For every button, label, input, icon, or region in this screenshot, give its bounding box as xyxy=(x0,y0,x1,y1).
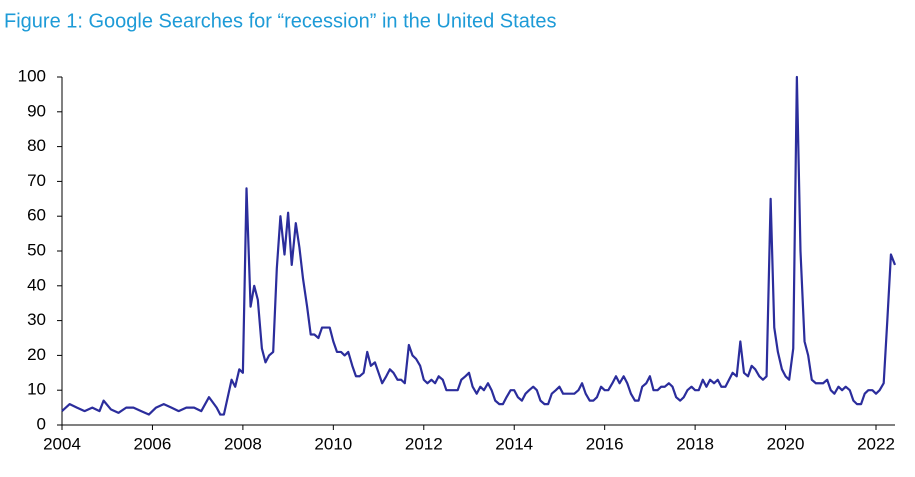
x-tick-label: 2014 xyxy=(495,434,533,453)
x-tick-label: 2012 xyxy=(405,434,443,453)
series-line xyxy=(61,75,897,416)
x-tick-label: 2010 xyxy=(314,434,352,453)
x-tick-label: 2016 xyxy=(586,434,624,453)
y-tick-label: 10 xyxy=(27,380,46,399)
y-tick-label: 40 xyxy=(27,275,46,294)
x-tick-label: 2006 xyxy=(134,434,172,453)
x-tick-label: 2008 xyxy=(224,434,262,453)
x-tick-label: 2020 xyxy=(767,434,805,453)
y-tick-label: 70 xyxy=(27,171,46,190)
y-tick-label: 100 xyxy=(18,66,46,85)
x-tick-label: 2004 xyxy=(43,434,81,453)
y-tick-label: 90 xyxy=(27,101,46,120)
y-tick-label: 60 xyxy=(27,206,46,225)
y-tick-label: 80 xyxy=(27,136,46,155)
y-tick-label: 20 xyxy=(27,345,46,364)
y-tick-label: 0 xyxy=(37,414,46,433)
y-tick-label: 50 xyxy=(27,240,46,259)
chart-title: Figure 1: Google Searches for “recession… xyxy=(4,10,557,32)
x-tick-label: 2022 xyxy=(857,434,895,453)
y-tick-label: 30 xyxy=(27,310,46,329)
x-tick-label: 2018 xyxy=(676,434,714,453)
